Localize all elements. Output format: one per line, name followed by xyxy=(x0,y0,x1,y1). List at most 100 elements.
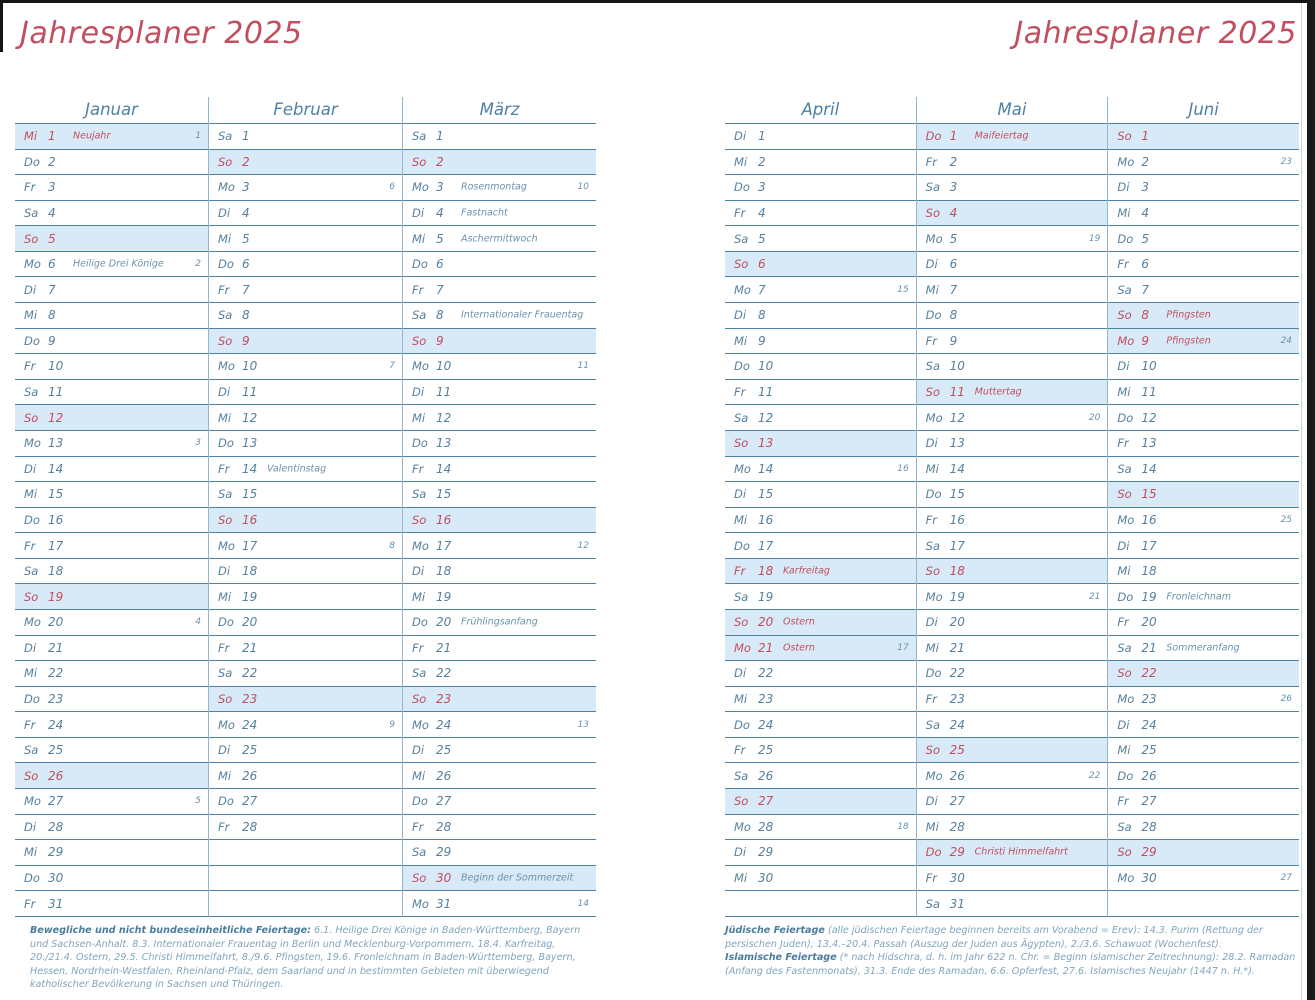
empty-row xyxy=(1108,891,1300,917)
day-number: 7 xyxy=(1141,282,1149,297)
day-row: So 25 xyxy=(916,737,1108,764)
weekday-label: Fr xyxy=(925,871,938,886)
footnote-religious-holidays: Jüdische Feiertage (alle jüdischen Feier… xyxy=(725,924,1305,978)
day-number: 14 xyxy=(436,461,452,476)
day-number: 21 xyxy=(758,640,774,655)
day-number: 24 xyxy=(436,717,452,732)
day-number: 5 xyxy=(436,231,444,246)
day-number: 23 xyxy=(436,692,452,706)
photo-frame-left xyxy=(0,0,3,52)
empty-row xyxy=(209,840,402,866)
day-row: Fr 11 xyxy=(725,380,916,406)
weekday-label: So xyxy=(734,436,749,451)
weekday-label: Sa xyxy=(218,129,233,144)
weekday-label: Do xyxy=(1117,768,1134,783)
weekday-label: Sa xyxy=(24,206,39,221)
weekday-label: Mo xyxy=(734,640,751,655)
weekday-label: Sa xyxy=(734,231,749,246)
day-row: Do 2 xyxy=(15,150,208,176)
day-number: 2 xyxy=(949,154,958,169)
day-row: Mo 9 Pfingsten 24 xyxy=(1108,328,1300,355)
week-number: 4 xyxy=(195,617,201,628)
holiday-note: Beginn der Sommerzeit xyxy=(461,872,574,884)
day-row: Di 15 xyxy=(725,482,916,508)
day-row: Mo 10 7 xyxy=(209,354,402,380)
day-row: Sa 8 Internationaler Frauentag xyxy=(403,303,596,329)
day-row: Fr 14 Valentinstag xyxy=(209,457,402,483)
week-number: 7 xyxy=(389,361,395,372)
day-row: So 22 xyxy=(1108,661,1300,687)
weekday-label: Sa xyxy=(218,308,233,323)
weekday-label: Mo xyxy=(734,819,751,834)
day-row: Mi 26 xyxy=(209,763,402,790)
weekday-label: Do xyxy=(925,129,942,144)
day-row: Fr 13 xyxy=(1108,431,1300,457)
day-row: So 1 xyxy=(1108,124,1300,150)
day-number: 29 xyxy=(1141,845,1157,860)
day-number: 20 xyxy=(758,615,774,630)
day-number: 17 xyxy=(1141,538,1157,553)
day-row: So 5 xyxy=(15,226,208,252)
weekday-label: Sa xyxy=(925,896,941,911)
day-row: Mi 12 xyxy=(209,405,402,431)
weekday-label: Fr xyxy=(925,154,938,169)
day-number: 24 xyxy=(48,717,64,732)
day-row: Mo 26 22 xyxy=(916,763,1108,790)
day-row: Mi 18 xyxy=(1108,559,1300,585)
weekday-label: Fr xyxy=(24,896,36,911)
weekday-label: Sa xyxy=(925,538,941,553)
day-row: Mo 13 3 xyxy=(15,431,208,457)
day-row: So 8 Pfingsten xyxy=(1108,303,1300,329)
day-row: Sa 15 xyxy=(403,482,596,508)
weekday-label: Di xyxy=(925,257,938,272)
day-row: Mo 17 12 xyxy=(403,533,596,559)
day-number: 24 xyxy=(242,717,258,732)
footnote-jewish: Jüdische Feiertage (alle jüdischen Feier… xyxy=(725,924,1305,951)
day-row: Fr 28 xyxy=(209,815,402,841)
day-row: So 26 xyxy=(15,763,208,790)
week-number: 20 xyxy=(1088,412,1101,423)
day-row: Sa 8 xyxy=(209,303,402,329)
day-number: 8 xyxy=(949,308,958,323)
day-number: 28 xyxy=(48,819,64,834)
day-row: Di 17 xyxy=(1108,533,1300,559)
weekday-label: Fr xyxy=(925,692,938,706)
weekday-label: Sa xyxy=(412,845,427,860)
day-row: Mo 31 14 xyxy=(403,891,596,917)
day-number: 23 xyxy=(242,692,258,706)
month-title: April xyxy=(725,97,916,124)
day-number: 18 xyxy=(949,564,965,579)
weekday-label: So xyxy=(1117,845,1132,860)
weekday-label: So xyxy=(412,333,427,348)
day-row: Do 20 xyxy=(209,610,402,636)
day-number: 11 xyxy=(436,385,452,400)
weekday-label: Mo xyxy=(412,896,429,911)
weekday-label: So xyxy=(24,410,39,425)
day-number: 14 xyxy=(758,461,774,476)
day-row: Do 27 xyxy=(403,789,596,815)
day-number: 14 xyxy=(48,461,64,476)
month-column-mai: Mai Do 1 Maifeiertag Fr 2 Sa 3 So 4 Mo 5 19 Di 6 Mi 7 Do 8… xyxy=(915,97,1108,917)
weekday-label: Mi xyxy=(218,231,232,246)
day-number: 22 xyxy=(242,666,258,681)
day-number: 20 xyxy=(242,615,258,630)
day-row: Mo 6 Heilige Drei Könige 2 xyxy=(15,252,208,278)
weekday-label: Mo xyxy=(218,180,235,195)
day-row: Di 18 xyxy=(209,559,402,585)
holiday-note: Maifeiertag xyxy=(974,130,1029,142)
day-row: Do 29 Christi Himmelfahrt xyxy=(916,840,1108,866)
day-row: Mo 10 11 xyxy=(403,354,596,380)
day-number: 22 xyxy=(1141,666,1157,681)
holiday-note: Fastnacht xyxy=(461,207,508,219)
day-row: Mo 20 4 xyxy=(15,610,208,636)
day-number: 20 xyxy=(1141,615,1157,630)
weekday-label: So xyxy=(1117,308,1132,323)
weekday-label: Mo xyxy=(925,410,943,425)
day-number: 1 xyxy=(758,129,766,144)
day-number: 3 xyxy=(758,180,766,195)
footnote-text: (* nach Hidschra, d. h. im Jahr 622 n. C… xyxy=(725,952,1296,977)
weekday-label: So xyxy=(1117,487,1132,502)
day-row: So 30 Beginn der Sommerzeit xyxy=(403,865,596,892)
weekday-label: Mi xyxy=(925,282,939,297)
day-number: 9 xyxy=(48,333,56,348)
